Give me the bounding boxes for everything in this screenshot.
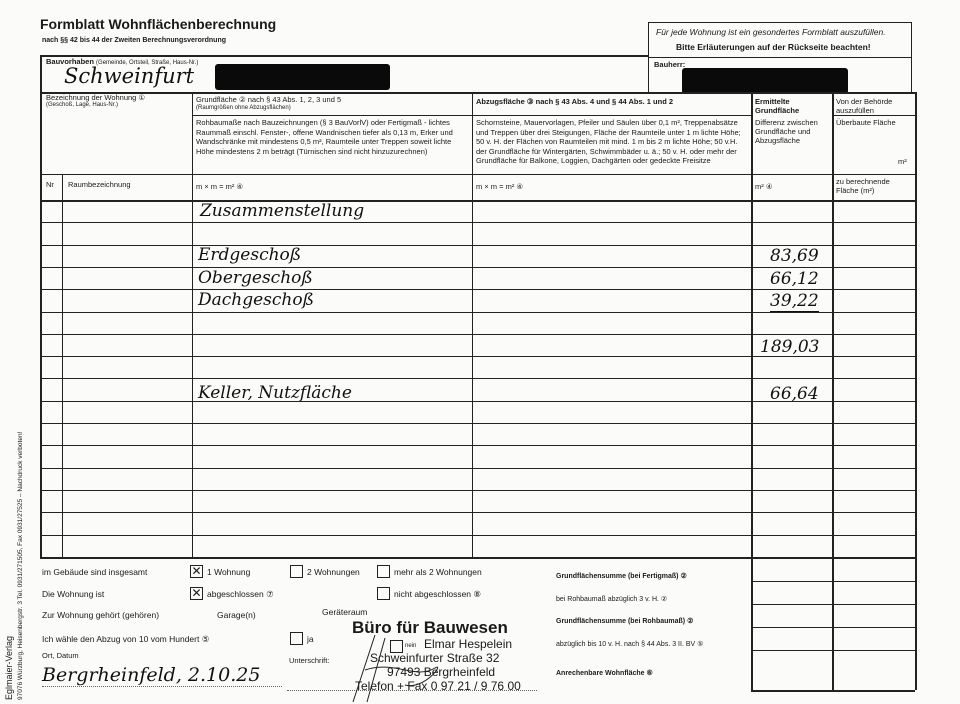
row-value[interactable]: 39,22 <box>770 291 819 312</box>
row-divider <box>40 467 915 469</box>
col-m2: m² ④ <box>755 182 773 191</box>
row-name[interactable]: Erdgeschoß <box>198 245 302 265</box>
ueberbaut-label: Überbaute Fläche <box>836 118 896 127</box>
stamp-line5: Telefon + Fax 0 97 21 / 9 76 00 <box>355 679 521 693</box>
sum-rohbau: Grundflächensumme (bei Rohbaumaß) ② <box>556 618 694 625</box>
publisher-address: 97076 Würzburg, Heisenbergstr. 3 Tel. 09… <box>17 431 24 700</box>
ort-datum-label: Ort, Datum <box>42 651 79 660</box>
ja-label: ja <box>307 634 314 644</box>
signature <box>352 634 439 703</box>
gehoert-label: Zur Wohnung gehört (gehören) <box>42 610 160 620</box>
checkbox-ja[interactable] <box>290 632 303 645</box>
opt-mehr-wohnungen: mehr als 2 Wohnungen <box>394 567 482 577</box>
anrechenbare-wohnflaeche: Anrechenbare Wohnfläche ⑥ <box>556 670 653 677</box>
stamp-line3: Schweinfurter Straße 32 <box>370 651 500 665</box>
nicht-abgeschlossen-label: nicht abgeschlossen ⑧ <box>394 589 482 599</box>
row-divider <box>40 534 915 536</box>
col-raumbezeichnung: Raumbezeichnung <box>68 180 131 189</box>
behoerde-label: Von der Behörde auszufüllen <box>836 97 893 115</box>
sum-abzug-10: abzüglich bis 10 v. H. nach § 44 Abs. 3 … <box>556 641 704 648</box>
row-name[interactable]: Dachgeschoß <box>198 290 314 310</box>
row-divider <box>40 244 915 246</box>
wohnung-ist-label: Die Wohnung ist <box>42 589 105 599</box>
sum-fertigmass: Grundflächensumme (bei Fertigmaß) ② <box>556 573 687 580</box>
form-title: Formblatt Wohnflächenberechnung <box>40 16 277 32</box>
row-divider <box>40 512 915 514</box>
bauvorhaben-label-text: Bauvorhaben <box>46 57 94 66</box>
row-value[interactable]: 66,64 <box>770 384 819 404</box>
stamp-line2: Elmar Hespelein <box>424 637 513 651</box>
row-divider <box>40 423 915 424</box>
stamp-line4: 97493 Bergrheinfeld <box>387 665 496 679</box>
redacted-address <box>215 64 390 90</box>
bauvorhaben-hint: (Gemeinde, Ortsteil, Straße, Haus-Nr.) <box>96 60 199 66</box>
bauvorhaben-label: Bauvorhaben (Gemeinde, Ortsteil, Straße,… <box>46 57 198 68</box>
notice-warning: Bitte Erläuterungen auf der Rückseite be… <box>676 42 871 52</box>
col-nr: Nr <box>46 180 54 189</box>
notice-text: Für jede Wohnung ist ein gesondertes For… <box>656 27 886 37</box>
m2-unit: m² <box>898 157 907 166</box>
opt-1-wohnung: 1 Wohnung <box>207 567 251 577</box>
differenz-text: Differenz zwischen Grundfläche und Abzug… <box>755 118 818 145</box>
abzug-label: Abzugsfläche ③ nach § 43 Abs. 4 und § 44… <box>476 97 674 106</box>
gebaeude-label: im Gebäude sind insgesamt <box>42 567 148 577</box>
checkbox-2-wohnungen[interactable] <box>290 565 303 578</box>
sum-rohbau-3: bei Rohbaumaß abzüglich 3 v. H. ② <box>556 596 668 603</box>
wohnung-hint: (Geschoß, Lage, Haus-Nr.) <box>46 102 119 108</box>
row-divider <box>40 333 915 335</box>
col-mxm-grund: m × m = m² ④ <box>196 182 244 191</box>
unterschrift-label: Unterschrift: <box>289 656 330 665</box>
grundflaeche-label: Grundfläche ② nach § 43 Abs. 1, 2, 3 und… <box>196 95 342 104</box>
wohnung-label: Bezeichnung der Wohnung ① <box>46 93 146 102</box>
form-subtitle: nach §§ 42 bis 44 der Zweiten Berechnung… <box>42 37 226 44</box>
abzug-text: Schornsteine, Mauervorlagen, Pfeiler und… <box>476 118 741 166</box>
row-divider <box>40 311 915 313</box>
checkbox-abgeschlossen[interactable]: ✕ <box>190 586 203 600</box>
abgeschlossen-label: abgeschlossen ⑦ <box>207 589 274 599</box>
col-zu-berechnen: zu berechnende Fläche (m²) <box>836 177 890 195</box>
bauherr-label: Bauherr: <box>654 60 686 69</box>
row-name[interactable]: Obergeschoß <box>198 268 313 288</box>
row-divider <box>40 266 915 268</box>
ermittelt-label: Ermittelte Grundfläche <box>755 97 800 115</box>
row-name[interactable]: Zusammenstellung <box>200 201 365 221</box>
checkbox-nicht-abgeschlossen[interactable] <box>377 587 390 600</box>
row-name[interactable]: Keller, Nutzfläche <box>198 383 352 403</box>
garage-label: Garage(n) <box>217 610 256 620</box>
opt-2-wohnungen: 2 Wohnungen <box>307 567 360 577</box>
row-divider <box>40 400 915 402</box>
checkbox-mehr-wohnungen[interactable] <box>377 565 390 578</box>
row-value[interactable]: 66,12 <box>770 269 819 289</box>
row-value-total[interactable]: 189,03 <box>760 337 820 357</box>
publisher-name: Eglmaier-Verlag <box>4 635 14 700</box>
grundflaeche-hint: (Raumgrößen ohne Abzugsflächen) <box>196 105 291 111</box>
row-divider <box>40 378 915 380</box>
row-divider <box>40 289 915 291</box>
col-mxm-abzug: m × m = m² ④ <box>476 182 524 191</box>
rohbau-text: Rohbaumaße nach Bauzeichnungen (§ 3 BauV… <box>196 118 453 156</box>
bauvorhaben-value[interactable]: Schweinfurt <box>64 64 195 88</box>
checkbox-1-wohnung[interactable]: ✕ <box>190 564 203 578</box>
row-divider <box>40 356 915 358</box>
abzug10-label: Ich wähle den Abzug von 10 vom Hundert ⑤ <box>42 634 210 644</box>
nein-label: nein <box>405 643 417 649</box>
checkbox-nein[interactable] <box>390 640 403 653</box>
row-divider <box>40 445 915 447</box>
row-divider <box>40 222 915 224</box>
redacted-bauherr <box>682 68 848 94</box>
ort-datum-value[interactable]: Bergrheinfeld, 2.10.25 <box>42 664 261 686</box>
row-divider <box>40 489 915 491</box>
stamp-line1: Büro für Bauwesen <box>352 618 508 637</box>
row-value[interactable]: 83,69 <box>770 246 819 266</box>
geraeteraum-label: Geräteraum <box>322 607 368 617</box>
